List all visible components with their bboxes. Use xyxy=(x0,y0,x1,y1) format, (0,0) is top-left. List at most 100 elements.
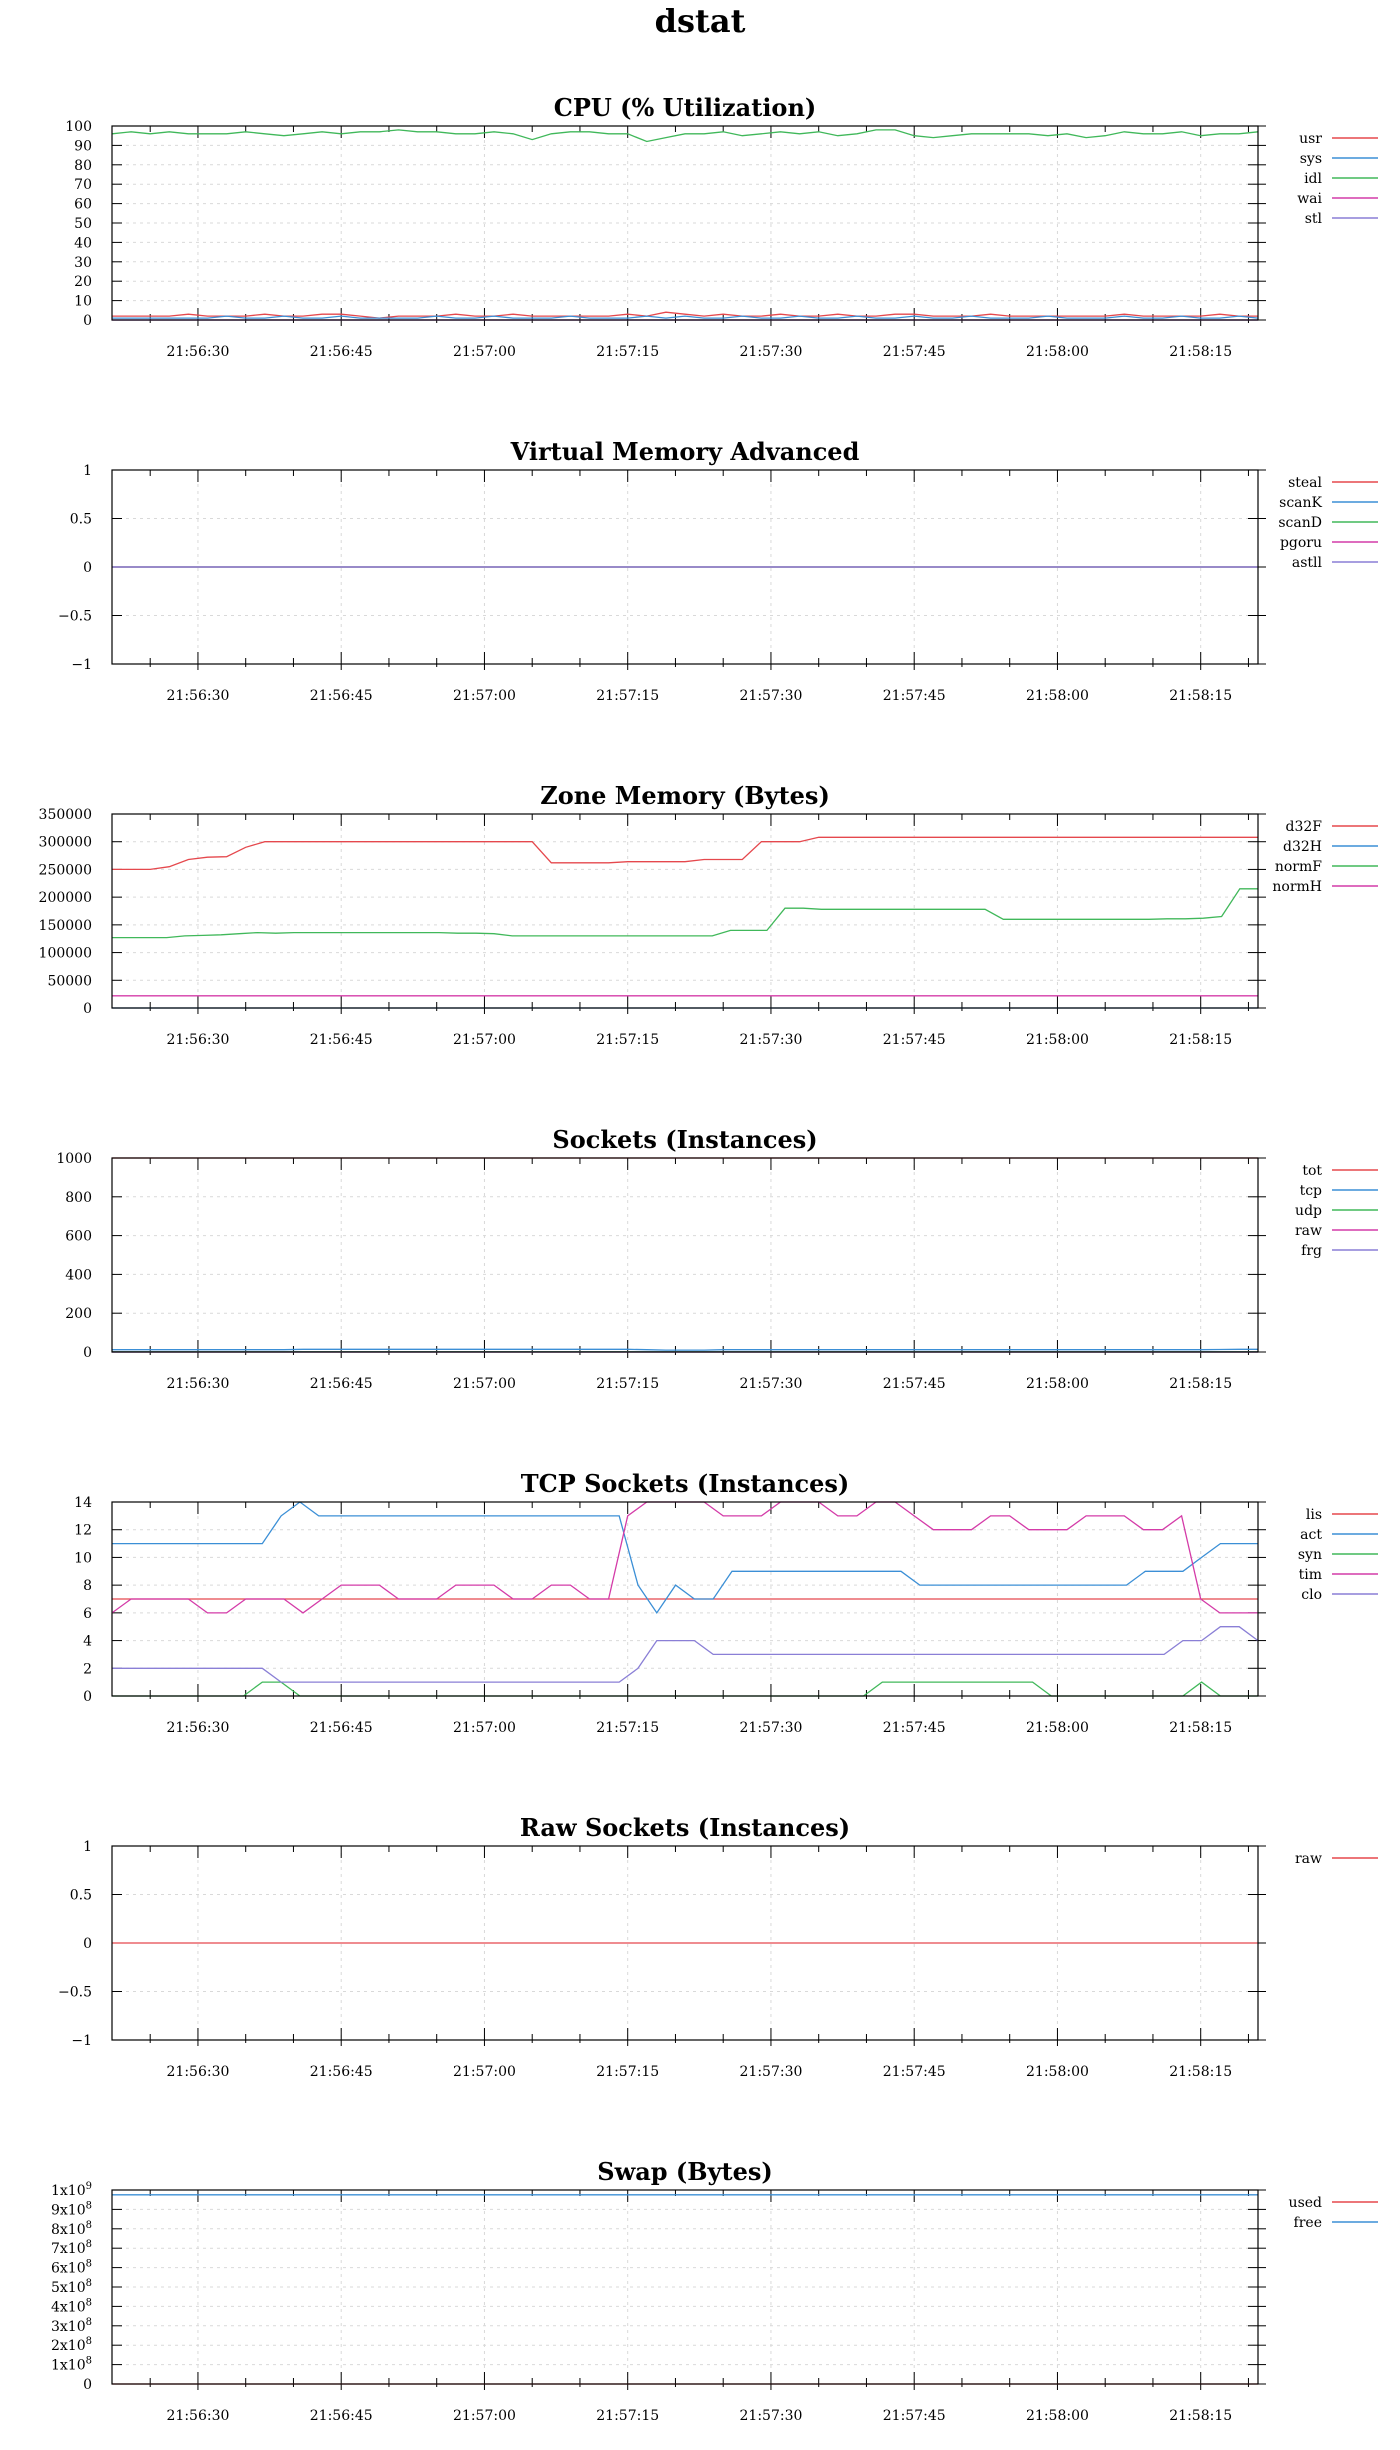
x-tick-label: 21:58:15 xyxy=(1169,688,1232,704)
y-tick-label: 0 xyxy=(83,1345,92,1361)
x-tick-label: 21:58:15 xyxy=(1169,2064,1232,2080)
y-tick-label: 60 xyxy=(74,197,92,213)
chart-title: Virtual Memory Advanced xyxy=(510,437,860,466)
y-tick-label: 90 xyxy=(74,138,92,154)
x-tick-label: 21:58:00 xyxy=(1026,1032,1089,1048)
series-line-usr xyxy=(112,311,1258,319)
x-tick-label: 21:57:15 xyxy=(596,2064,659,2080)
y-tick-label-text: 9x10 xyxy=(51,2202,86,2218)
y-tick-label-text: 1 xyxy=(83,1839,92,1855)
y-tick-label-text: 0 xyxy=(83,1936,92,1952)
y-tick-label: 300000 xyxy=(39,835,92,851)
y-tick-label: 2 xyxy=(83,1661,92,1677)
x-tick-label: 21:56:30 xyxy=(167,2408,230,2424)
y-tick-exponent: 8 xyxy=(86,2200,92,2211)
plot-frame xyxy=(111,125,1259,321)
y-tick-label-text: 200 xyxy=(65,1306,92,1322)
y-tick-label-text: 200000 xyxy=(39,890,92,906)
y-tick-label-text: 90 xyxy=(74,138,92,154)
x-tick-label: 21:57:30 xyxy=(740,2408,803,2424)
y-tick-label: 30 xyxy=(74,255,92,271)
y-tick-label: 1 xyxy=(83,463,92,479)
y-tick-label: 0 xyxy=(83,2377,92,2393)
x-tick-label: 21:58:15 xyxy=(1169,1720,1232,1736)
x-tick-label: 21:57:30 xyxy=(740,344,803,360)
y-tick-label-text: 3x10 xyxy=(51,2319,86,2335)
legend-label-d32h: d32H xyxy=(1283,839,1322,855)
series-line-act xyxy=(112,1501,1258,1615)
y-tick-label-text: 0 xyxy=(83,1689,92,1705)
legend-label-tot: tot xyxy=(1302,1163,1322,1179)
y-tick-label: 10 xyxy=(74,1550,92,1566)
series-line-sys xyxy=(112,315,1259,319)
y-tick-label: 12 xyxy=(74,1523,92,1539)
legend-label-usr: usr xyxy=(1299,131,1322,147)
x-tick-label: 21:58:15 xyxy=(1169,1376,1232,1392)
y-tick-label: 400 xyxy=(65,1267,92,1283)
legend-label-idl: idl xyxy=(1304,171,1322,187)
y-tick-label-text: 4 xyxy=(83,1634,92,1650)
y-tick-label: 4 xyxy=(83,1634,92,1650)
x-tick-label: 21:57:30 xyxy=(740,1032,803,1048)
chart-virtual-memory-advanced: Virtual Memory Advanced 21:56:30 21:56:45 2… xyxy=(58,437,1378,704)
y-tick-label: 0 xyxy=(83,1001,92,1017)
legend-label-stl: stl xyxy=(1305,211,1323,227)
x-tick-label: 21:58:15 xyxy=(1169,344,1232,360)
y-tick-label-text: 250000 xyxy=(39,862,92,878)
x-tick-label: 21:56:45 xyxy=(310,1032,373,1048)
chart-raw-sockets-instances: Raw Sockets (Instances) 21:56:30 21:56:45 2… xyxy=(58,1813,1378,2080)
y-tick-label-text: 5x10 xyxy=(51,2280,86,2296)
y-tick-label-text: 150000 xyxy=(39,918,92,934)
y-tick-label-text: −1 xyxy=(71,2033,92,2049)
y-tick-label: 50 xyxy=(74,216,92,232)
chart-title: Raw Sockets (Instances) xyxy=(520,1813,850,1842)
x-tick-label: 21:57:30 xyxy=(740,688,803,704)
x-tick-label: 21:56:45 xyxy=(310,2064,373,2080)
y-tick-label: 6x108 xyxy=(51,2259,92,2277)
legend-label-pgoru: pgoru xyxy=(1280,535,1322,551)
x-tick-label: 21:57:00 xyxy=(453,688,516,704)
legend-label-wai: wai xyxy=(1297,191,1322,207)
y-tick-label: 100 xyxy=(65,119,92,135)
legend-label-raw: raw xyxy=(1295,1851,1322,1867)
y-tick-label-text: 300000 xyxy=(39,835,92,851)
y-tick-label-text: 12 xyxy=(74,1523,92,1539)
y-tick-label: 1000 xyxy=(56,1151,92,1167)
series-line-syn xyxy=(112,1681,1258,1697)
x-tick-label: 21:57:45 xyxy=(883,344,946,360)
y-tick-label-text: 0 xyxy=(83,2377,92,2393)
y-tick-exponent: 8 xyxy=(86,2356,92,2367)
y-tick-label-text: 600 xyxy=(65,1229,92,1245)
y-tick-label: 3x108 xyxy=(51,2317,92,2335)
y-tick-exponent: 8 xyxy=(86,2239,92,2250)
x-tick-label: 21:57:30 xyxy=(740,2064,803,2080)
x-tick-label: 21:57:00 xyxy=(453,1032,516,1048)
x-tick-label: 21:57:15 xyxy=(596,688,659,704)
plot-frame xyxy=(111,2189,1259,2385)
y-tick-label: 100000 xyxy=(39,946,92,962)
y-tick-label: 0.5 xyxy=(70,512,92,528)
y-tick-label: 2x108 xyxy=(51,2336,92,2354)
legend-label-tim: tim xyxy=(1299,1567,1322,1583)
x-tick-label: 21:57:00 xyxy=(453,2064,516,2080)
y-tick-label: 50000 xyxy=(47,973,92,989)
y-tick-label: 4x108 xyxy=(51,2297,92,2315)
legend-label-steal: steal xyxy=(1288,475,1322,491)
y-tick-label: 0 xyxy=(83,560,92,576)
y-tick-label: −1 xyxy=(71,2033,92,2049)
y-tick-label: 8 xyxy=(83,1578,92,1594)
x-tick-label: 21:56:45 xyxy=(310,2408,373,2424)
y-tick-label: 80 xyxy=(74,158,92,174)
x-tick-label: 21:56:45 xyxy=(310,344,373,360)
y-tick-label-text: 20 xyxy=(74,274,92,290)
legend-label-act: act xyxy=(1300,1527,1322,1543)
y-tick-label: 200 xyxy=(65,1306,92,1322)
chart-title: Zone Memory (Bytes) xyxy=(540,781,830,810)
x-tick-label: 21:58:00 xyxy=(1026,1720,1089,1736)
legend-label-scand: scanD xyxy=(1278,515,1322,531)
x-tick-label: 21:56:30 xyxy=(167,688,230,704)
x-tick-label: 21:57:15 xyxy=(596,1376,659,1392)
y-tick-exponent: 8 xyxy=(86,2278,92,2289)
y-tick-label-text: 1x10 xyxy=(51,2183,86,2199)
y-tick-label-text: 60 xyxy=(74,197,92,213)
